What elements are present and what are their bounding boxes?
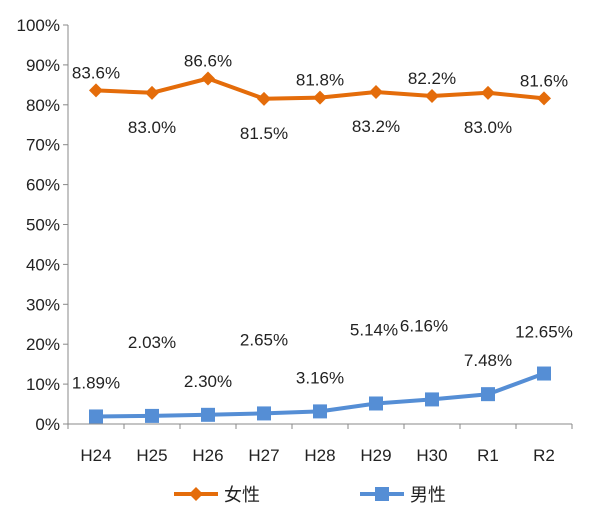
data-label: 2.03%: [128, 333, 176, 352]
series-layer: [89, 71, 551, 424]
data-label: 1.89%: [72, 373, 120, 392]
diamond-marker: [537, 91, 551, 106]
square-marker: [425, 392, 439, 407]
diamond-marker: [313, 90, 327, 105]
diamond-marker: [89, 83, 103, 98]
diamond-marker: [201, 71, 215, 86]
x-tick-label: H29: [360, 446, 391, 465]
diamond-marker: [369, 85, 383, 100]
data-label: 81.6%: [520, 71, 568, 90]
legend-label: 男性: [410, 485, 446, 506]
data-label: 86.6%: [184, 51, 232, 70]
diamond-marker: [425, 89, 439, 104]
data-label: 3.16%: [296, 368, 344, 387]
y-tick-label: 40%: [26, 255, 60, 274]
x-tick-label: H27: [248, 446, 279, 465]
square-marker: [537, 366, 551, 381]
square-marker: [89, 409, 103, 424]
square-marker: [201, 407, 215, 422]
x-tick-label: H24: [80, 446, 111, 465]
data-label: 83.2%: [352, 117, 400, 136]
data-label: 82.2%: [408, 69, 456, 88]
data-label: 5.14%: [350, 320, 398, 339]
y-tick-label: 50%: [26, 216, 60, 235]
y-tick-label: 100%: [17, 16, 60, 35]
y-tick-label: 20%: [26, 335, 60, 354]
legend: 女性 男性: [174, 485, 446, 506]
axes: 0% 10% 20% 30% 40% 50% 60% 70% 80% 90% 100% H24 H25 H…: [17, 16, 573, 465]
data-label: 6.16%: [400, 316, 448, 335]
y-tick-label: 80%: [26, 96, 60, 115]
x-tick-label: R2: [533, 446, 555, 465]
diamond-marker: [257, 91, 271, 106]
y-tick-label: 70%: [26, 136, 60, 155]
data-label: 83.6%: [72, 63, 120, 82]
square-marker: [313, 404, 327, 419]
y-tick-label: 30%: [26, 295, 60, 314]
data-label: 2.30%: [184, 372, 232, 391]
legend-square-marker: [375, 487, 389, 501]
y-tick-label: 0%: [35, 415, 60, 434]
square-marker: [257, 406, 271, 421]
y-tick-label: 10%: [26, 375, 60, 394]
data-label: 81.5%: [240, 124, 288, 143]
data-label: 2.65%: [240, 330, 288, 349]
y-tick-label: 90%: [26, 56, 60, 75]
data-labels: 83.6% 83.0% 86.6% 81.5% 81.8% 83.2% 82.2% 83.0%…: [72, 51, 573, 392]
legend-diamond-marker: [189, 487, 203, 501]
data-label: 81.8%: [296, 71, 344, 90]
x-tick-label: H28: [304, 446, 335, 465]
diamond-marker: [481, 85, 495, 100]
x-tick-label: H25: [136, 446, 167, 465]
square-marker: [369, 396, 383, 411]
square-marker: [481, 387, 495, 402]
x-tick-label: H30: [416, 446, 447, 465]
data-label: 7.48%: [464, 351, 512, 370]
square-marker: [145, 408, 159, 423]
y-tick-label: 60%: [26, 176, 60, 195]
data-label: 83.0%: [464, 118, 512, 137]
legend-label: 女性: [224, 485, 260, 506]
x-tick-label: R1: [477, 446, 499, 465]
data-label: 12.65%: [515, 323, 573, 342]
x-tick-label: H26: [192, 446, 223, 465]
diamond-marker: [145, 85, 159, 100]
data-label: 83.0%: [128, 118, 176, 137]
